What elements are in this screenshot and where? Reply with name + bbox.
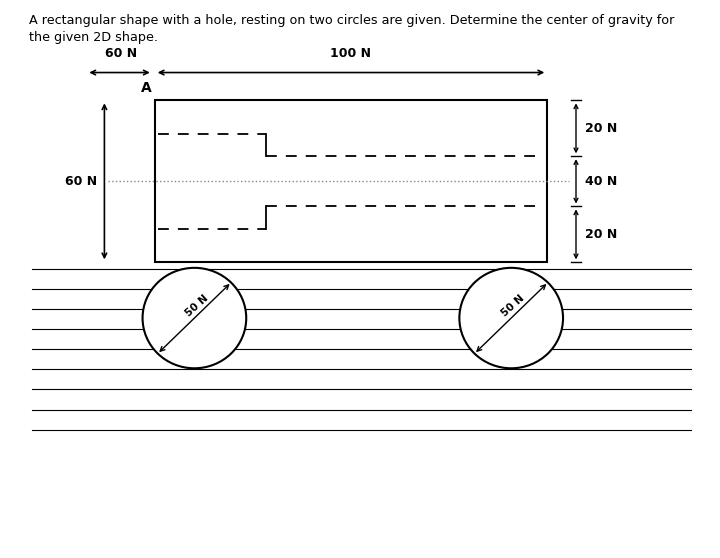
Text: A rectangular shape with a hole, resting on two circles are given. Determine the: A rectangular shape with a hole, resting… <box>29 14 674 27</box>
Text: 100 N: 100 N <box>330 47 372 60</box>
Bar <box>155 100 547 262</box>
Text: 60 N: 60 N <box>65 175 97 188</box>
Ellipse shape <box>459 268 563 368</box>
Text: 20 N: 20 N <box>585 228 618 241</box>
Ellipse shape <box>143 268 246 368</box>
Text: 50 N: 50 N <box>500 293 527 319</box>
Text: 60 N: 60 N <box>104 47 137 60</box>
Text: the given 2D shape.: the given 2D shape. <box>29 31 158 44</box>
Text: 20 N: 20 N <box>585 122 618 135</box>
Text: A: A <box>141 81 152 95</box>
Text: 40 N: 40 N <box>585 175 618 188</box>
Text: 50 N: 50 N <box>183 293 210 319</box>
